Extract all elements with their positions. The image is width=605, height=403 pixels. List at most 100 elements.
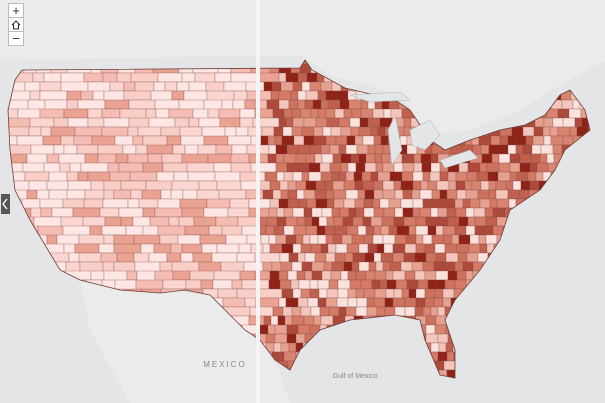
county [317,297,327,308]
county [509,171,518,182]
county [340,153,352,164]
county [245,189,264,200]
county [284,315,293,326]
county [181,72,196,83]
zoom-in[interactable]: + [8,3,24,18]
county [348,207,357,218]
county [404,297,417,308]
county [401,171,414,182]
county [336,297,349,308]
county [403,126,412,137]
county [297,252,306,263]
county [286,333,297,344]
county [485,234,498,245]
county [350,153,360,164]
county [364,162,377,173]
county [529,180,540,191]
swipe-handle[interactable] [1,194,10,214]
county [429,171,441,182]
county [227,135,252,146]
county [373,180,384,191]
county [415,288,426,299]
county [235,126,249,137]
county [446,207,457,218]
county [276,207,285,218]
county [394,306,406,317]
county [385,288,395,299]
county [390,108,403,119]
county [296,270,306,281]
county [188,81,207,92]
county [311,261,325,272]
county [332,153,342,164]
county [320,144,331,155]
county [469,198,481,209]
county [365,225,375,236]
county [268,234,277,245]
home[interactable] [8,17,24,32]
county [333,198,345,209]
county [296,189,305,200]
county [103,234,115,245]
county [353,171,363,182]
county [215,144,233,155]
county [269,180,281,191]
county [29,90,41,101]
county [207,153,232,164]
county [266,99,280,110]
county [427,225,437,236]
county [347,162,357,173]
county [473,207,486,218]
zoom-out[interactable]: − [8,31,24,46]
county [236,252,256,263]
county [399,135,408,146]
county [341,234,353,245]
county [424,243,436,254]
county [278,198,289,209]
county [146,144,174,155]
county [306,72,318,83]
county [273,225,285,236]
county [363,207,375,218]
county [279,180,289,191]
county [321,207,333,218]
county [435,225,444,236]
county [287,270,298,281]
county [469,234,480,245]
county [347,270,357,281]
county [123,90,152,101]
county [425,333,439,344]
county [46,153,60,164]
county [277,315,286,326]
county [474,216,487,227]
county [53,117,69,128]
county [138,198,159,209]
county [365,270,376,281]
county [162,279,187,290]
county [137,126,162,137]
gulf-label: Gulf of Mexico [333,373,378,380]
county [298,162,310,173]
county [497,144,509,155]
county [304,270,313,281]
county [495,180,507,191]
county [274,333,288,344]
county [249,306,274,317]
county [280,261,293,272]
county [62,198,85,209]
county [350,126,360,137]
county [113,189,132,200]
county [153,81,166,92]
county [383,207,396,218]
county [355,162,366,173]
county [127,153,149,164]
county [507,144,517,155]
county [300,243,312,254]
county [231,144,248,155]
county [129,171,158,182]
county [148,252,168,263]
county [431,234,445,245]
county [375,261,384,272]
county [283,351,297,362]
county [270,315,279,326]
